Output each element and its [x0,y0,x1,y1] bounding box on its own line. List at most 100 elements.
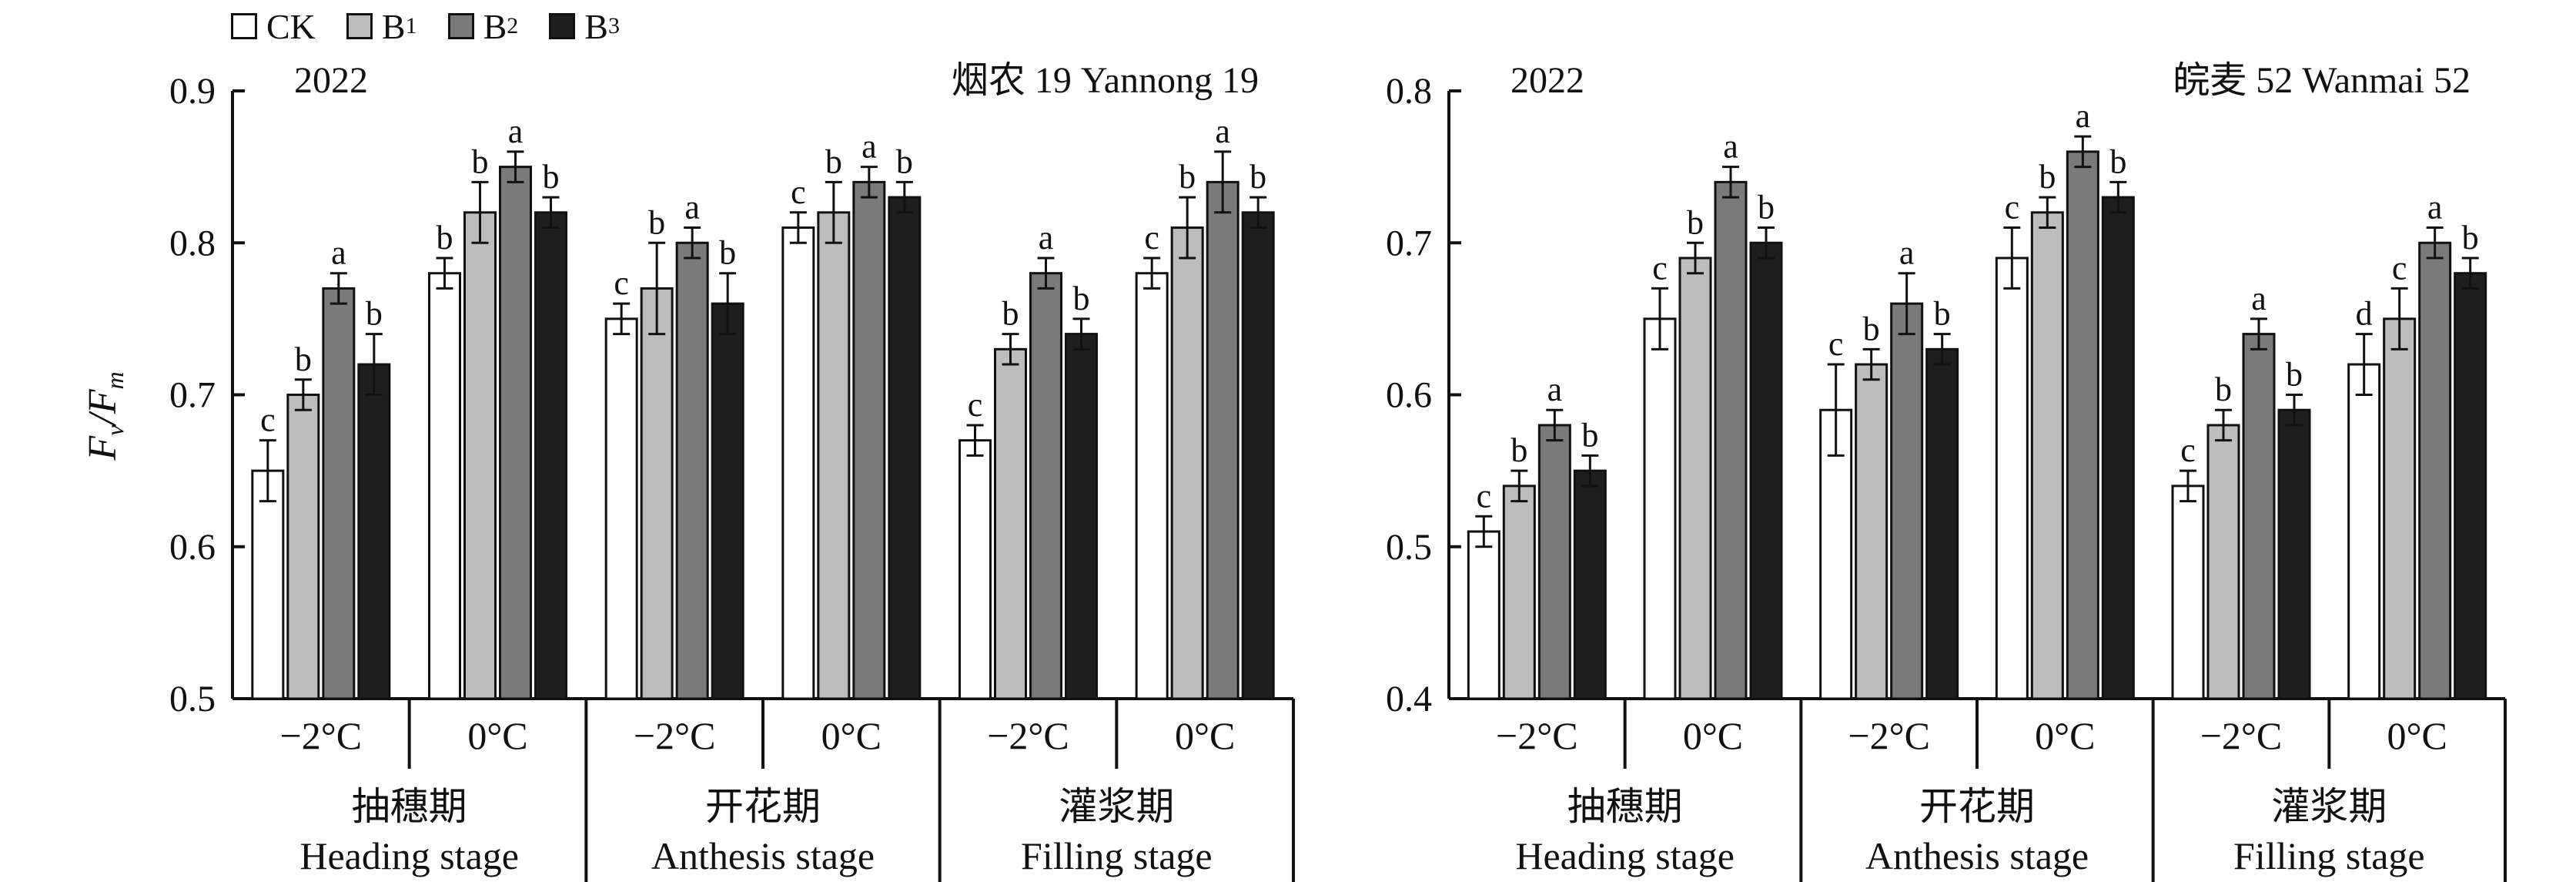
y-tick-label: 0.5 [1386,527,1432,568]
bar-b1 [1172,228,1203,699]
significance-letter: b [2462,219,2479,257]
significance-letter: c [1828,325,1844,363]
bar-b3 [359,364,390,699]
bar-b1 [1856,364,1887,699]
significance-letter: b [543,158,560,196]
bar-b2 [1031,273,1062,699]
significance-letter: c [1652,249,1668,287]
significance-letter: c [2005,189,2020,226]
bar-b1 [995,349,1026,699]
significance-letter: b [1179,158,1196,196]
panel-yannong19: 0.50.60.70.80.9 2022 烟农 19 Yannong 19−2°Cc… [169,60,1293,882]
significance-letter: b [472,143,489,180]
temperature-label: −2°C [280,714,363,757]
significance-letter: b [2039,158,2056,196]
bar-ck [2349,364,2380,699]
bar-b3 [1927,349,1958,699]
y-axis-label: Fv/Fm [81,371,129,461]
temperature-label: 0°C [1683,714,1743,757]
bar-b3 [889,197,920,699]
significance-letter: a [331,234,346,272]
significance-letter: b [896,143,913,180]
bar-b2 [500,167,531,699]
bar-ck [1136,273,1167,699]
y-tick-label: 0.4 [1386,679,1432,719]
significance-letter: c [791,173,806,211]
bar-b1 [2032,213,2062,699]
significance-letter: b [1758,189,1775,226]
significance-letter: a [861,128,877,166]
figure: Fv/Fm 0.50.60.70.80.9 2022 烟农 19 Yannong 1… [0,0,2576,882]
significance-letter: b [1002,295,1019,333]
significance-letter: d [2356,295,2373,333]
temperature-label: −2°C [1496,714,1578,757]
y-tick-label: 0.5 [169,679,216,719]
year-label: 2022 [294,60,368,101]
bar-b1 [1680,258,1711,699]
bar-ck [1468,532,1499,699]
significance-letter: a [508,112,524,150]
temperature-label: 0°C [821,714,882,757]
bar-ck [606,319,637,699]
bar-b1 [641,288,672,699]
stage-label-cn: 抽穗期 [352,785,467,828]
stage-label-cn: 抽穗期 [1567,785,1683,828]
bar-b2 [2067,152,2098,699]
bar-b1 [2384,319,2415,699]
y-tick-label: 0.7 [169,375,216,416]
stage-label-cn: 开花期 [705,785,821,828]
significance-letter: b [648,203,665,241]
panel-wanmai52: 0.40.50.60.70.8 2022 皖麦 52 Wanmai 52−2°Ccb… [1386,60,2505,882]
y-tick-label: 0.6 [1386,375,1432,416]
panel-title: 皖麦 52 Wanmai 52 [2173,60,2471,101]
temperature-label: −2°C [634,714,716,757]
temperature-label: −2°C [1848,714,1930,757]
significance-letter: c [614,264,629,302]
significance-letter: a [2251,280,2267,317]
y-tick-label: 0.6 [169,527,216,568]
significance-letter: b [366,295,383,333]
bar-ck [430,273,460,699]
temperature-label: 0°C [2387,714,2447,757]
bar-b3 [2279,410,2310,699]
bar-b3 [712,304,743,699]
significance-letter: b [1934,295,1951,333]
bar-b1 [2208,425,2239,699]
stage-label-cn: 开花期 [1919,785,2035,828]
stage-label-en: Filling stage [1021,834,1213,877]
significance-letter: a [1899,234,1915,272]
bar-b1 [1504,486,1534,699]
significance-letter: c [2180,431,2196,469]
bar-b3 [1066,334,1097,699]
y-tick-label: 0.8 [169,223,216,263]
significance-letter: a [1723,128,1738,166]
bar-b3 [2455,273,2486,699]
significance-letter: b [1687,203,1704,241]
significance-letter: a [1215,112,1230,150]
bar-b3 [1751,243,1781,699]
stage-label-en: Heading stage [1515,834,1735,877]
significance-letter: c [260,401,276,439]
significance-letter: b [1863,310,1880,347]
significance-letter: b [437,219,453,257]
significance-letter: b [1581,416,1598,454]
temperature-label: 0°C [2035,714,2095,757]
bar-b3 [536,213,567,699]
bar-b3 [1243,213,1273,699]
bar-b2 [1715,182,1746,699]
bar-b2 [2243,334,2274,699]
significance-letter: c [968,386,983,424]
significance-letter: b [295,340,312,378]
significance-letter: c [1144,219,1159,257]
significance-letter: b [1073,280,1090,317]
stage-label-cn: 灌浆期 [2271,785,2387,828]
bar-ck [783,228,814,699]
significance-letter: b [1250,158,1266,196]
bar-b1 [288,395,319,699]
bar-b2 [1539,425,1570,699]
bar-b1 [818,213,849,699]
stage-label-cn: 灌浆期 [1059,785,1174,828]
stage-label-en: Heading stage [299,834,519,877]
y-tick-label: 0.9 [169,71,216,112]
bar-ck [2173,486,2203,699]
